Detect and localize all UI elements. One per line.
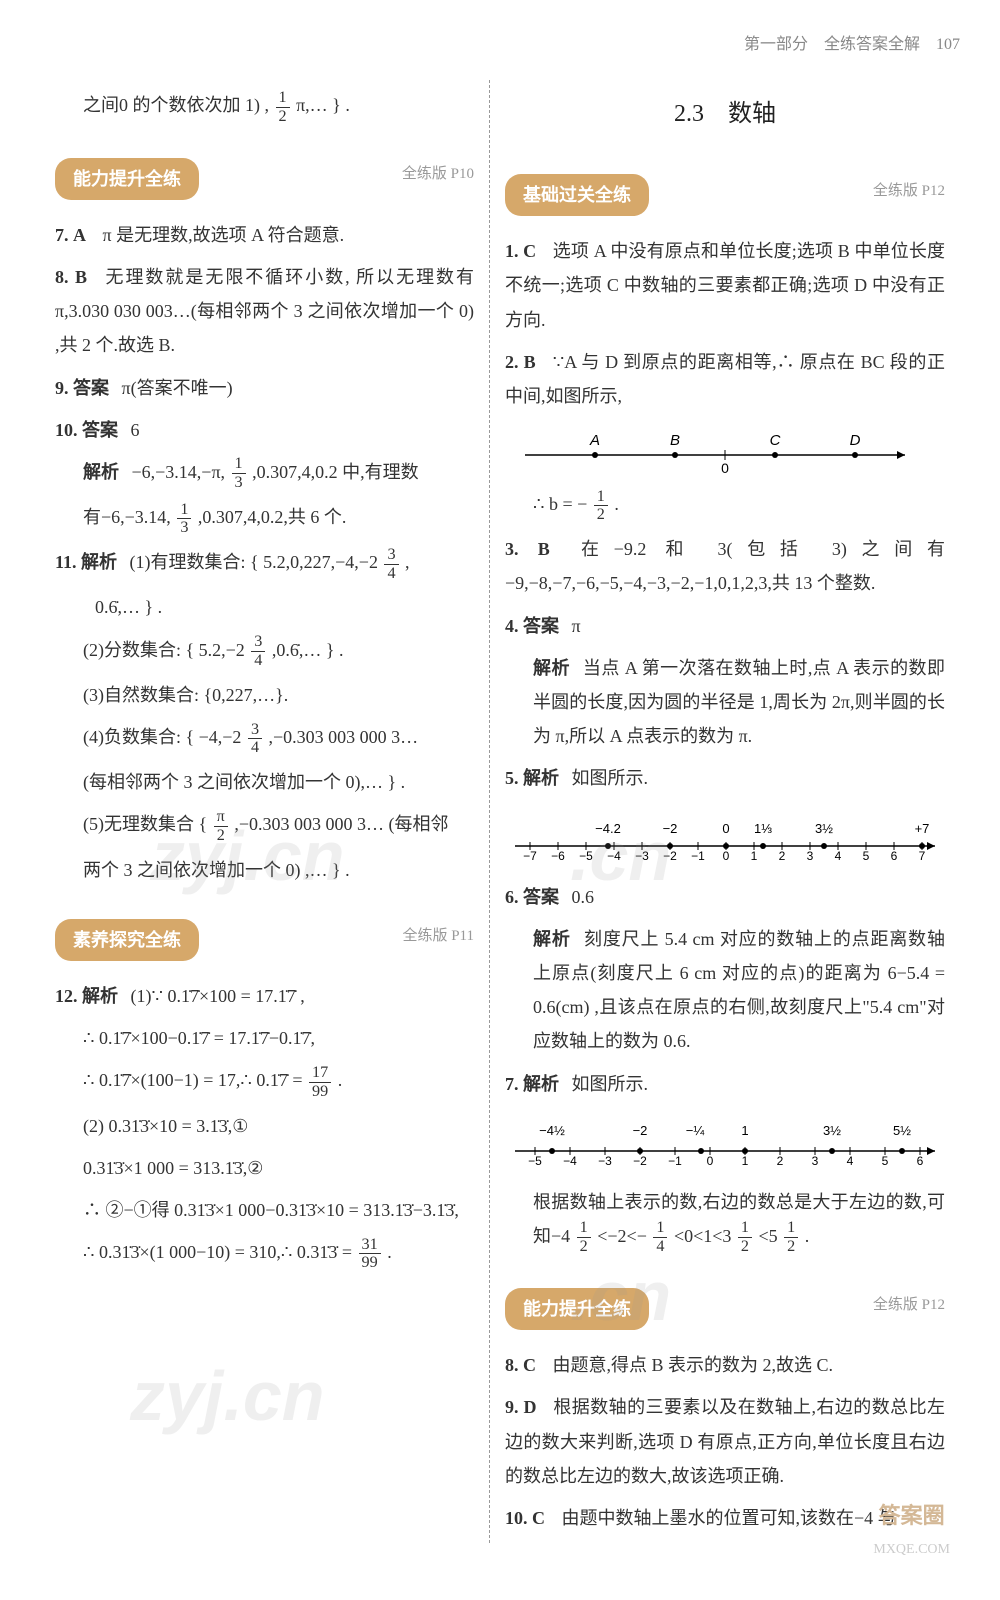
- q8: 8. B 无理数就是无限不循环小数, 所以无理数有π,3.030 030 003…: [55, 260, 474, 363]
- svg-text:−2: −2: [633, 1154, 647, 1168]
- svg-text:1⅓: 1⅓: [754, 821, 772, 836]
- ability-badge: 能力提升全练: [55, 158, 199, 200]
- page-ref: 全练版 P12: [873, 177, 945, 206]
- footer-logo: 答案圈 MXQE.COM: [873, 1495, 950, 1563]
- right-column: 2.3 数轴 基础过关全练 全练版 P12 1. C 选项 A 中没有原点和单位…: [490, 80, 960, 1543]
- svg-text:3½: 3½: [815, 821, 833, 836]
- page-ref: 全练版 P10: [402, 160, 474, 189]
- section-title: 2.3 数轴: [505, 92, 945, 138]
- suyang-badge: 素养探究全练: [55, 919, 199, 961]
- svg-text:D: D: [850, 432, 861, 449]
- r-q5: 5. 解析 如图所示.: [505, 761, 945, 795]
- svg-text:A: A: [589, 432, 600, 449]
- r-q6-analysis: 解析 刻度尺上 5.4 cm 对应的数轴上的点距离数轴上原点(刻度尺上 6 cm…: [505, 922, 945, 1059]
- svg-text:−2: −2: [663, 849, 677, 863]
- svg-text:3: 3: [807, 849, 814, 863]
- q10-answer: 10. 答案 6: [55, 413, 474, 447]
- svg-text:5: 5: [863, 849, 870, 863]
- svg-text:−4½: −4½: [539, 1123, 565, 1138]
- left-column: 之间0 的个数依次加 1) , 12 π,… } . 能力提升全练 全练版 P1…: [40, 80, 490, 1543]
- basic-badge: 基础过关全练: [505, 174, 649, 216]
- svg-text:7: 7: [919, 849, 926, 863]
- svg-text:−5: −5: [528, 1154, 542, 1168]
- svg-text:0: 0: [723, 849, 730, 863]
- r-q1: 1. C 选项 A 中没有原点和单位长度;选项 B 中单位长度不统一;选项 C …: [505, 234, 945, 337]
- svg-text:−1: −1: [691, 849, 705, 863]
- r-q3: 3. B 在−9.2 和 3(包括 3)之间有−9,−8,−7,−6,−5,−4…: [505, 532, 945, 600]
- svg-text:C: C: [770, 432, 781, 449]
- svg-text:1: 1: [742, 1154, 749, 1168]
- svg-text:−7: −7: [523, 849, 537, 863]
- svg-text:−1: −1: [668, 1154, 682, 1168]
- svg-text:+7: +7: [915, 821, 930, 836]
- svg-text:−¼: −¼: [686, 1123, 705, 1138]
- q10-analysis: 解析 −6,−3.14,−π, 13 ,0.307,4,0.2 中,有理数: [55, 455, 474, 492]
- q11: 11. 解析 (1)有理数集合: { 5.2,0,227,−4,−2 34 ,: [55, 545, 474, 582]
- svg-text:1: 1: [741, 1123, 748, 1138]
- svg-text:5: 5: [882, 1154, 889, 1168]
- svg-text:−2: −2: [633, 1123, 648, 1138]
- svg-text:3½: 3½: [823, 1123, 841, 1138]
- svg-text:−4: −4: [563, 1154, 577, 1168]
- svg-text:6: 6: [917, 1154, 924, 1168]
- svg-text:−6: −6: [551, 849, 565, 863]
- numberline-q2: A B C D 0: [505, 425, 945, 475]
- svg-text:−4.2: −4.2: [595, 821, 621, 836]
- numberline-q5: −7 −6 −5 −4 −3 −2 −1 0 1 2 3 4 5 6: [505, 808, 945, 868]
- svg-text:−3: −3: [598, 1154, 612, 1168]
- svg-text:−3: −3: [635, 849, 649, 863]
- svg-text:B: B: [670, 432, 680, 449]
- page-ref: 全练版 P12: [873, 1291, 945, 1320]
- r-q9: 9. D 根据数轴的三要素以及在数轴上,右边的数总比左边的数大来判断,选项 D …: [505, 1390, 945, 1493]
- top-fragment: 之间0 的个数依次加 1) , 12 π,… } .: [55, 88, 474, 125]
- svg-text:5½: 5½: [893, 1123, 911, 1138]
- r-q6-answer: 6. 答案 0.6: [505, 880, 945, 914]
- numberline-q7: −5 −4 −3 −2 −1 0 1 2 3 4 5 6 −4½: [505, 1113, 945, 1173]
- svg-text:3: 3: [812, 1154, 819, 1168]
- svg-text:6: 6: [891, 849, 898, 863]
- q12: 12. 解析 (1)∵ 0.1̇7̇×100 = 17.1̇7̇ ,: [55, 979, 474, 1013]
- svg-text:1: 1: [751, 849, 758, 863]
- svg-text:4: 4: [835, 849, 842, 863]
- r-q4-analysis: 解析 当点 A 第一次落在数轴上时,点 A 表示的数即半圆的长度,因为圆的半径是…: [505, 651, 945, 754]
- q9: 9. 答案 π(答案不唯一): [55, 371, 474, 405]
- page-header: 第一部分 全练答案全解 107: [40, 30, 960, 60]
- svg-text:−2: −2: [663, 821, 678, 836]
- ability-badge-2: 能力提升全练: [505, 1288, 649, 1330]
- r-q7: 7. 解析 如图所示.: [505, 1067, 945, 1101]
- r-q4-answer: 4. 答案 π: [505, 609, 945, 643]
- page-ref: 全练版 P11: [402, 922, 474, 951]
- svg-text:2: 2: [779, 849, 786, 863]
- svg-text:2: 2: [777, 1154, 784, 1168]
- svg-text:0: 0: [721, 460, 729, 475]
- svg-text:4: 4: [847, 1154, 854, 1168]
- r-q8: 8. C 由题意,得点 B 表示的数为 2,故选 C.: [505, 1348, 945, 1382]
- svg-text:−5: −5: [579, 849, 593, 863]
- r-q2: 2. B ∵A 与 D 到原点的距离相等,∴ 原点在 BC 段的正中间,如图所示…: [505, 345, 945, 413]
- svg-text:0: 0: [722, 821, 729, 836]
- svg-text:0: 0: [707, 1154, 714, 1168]
- svg-text:−4: −4: [607, 849, 621, 863]
- q7: 7. A π 是无理数,故选项 A 符合题意.: [55, 218, 474, 252]
